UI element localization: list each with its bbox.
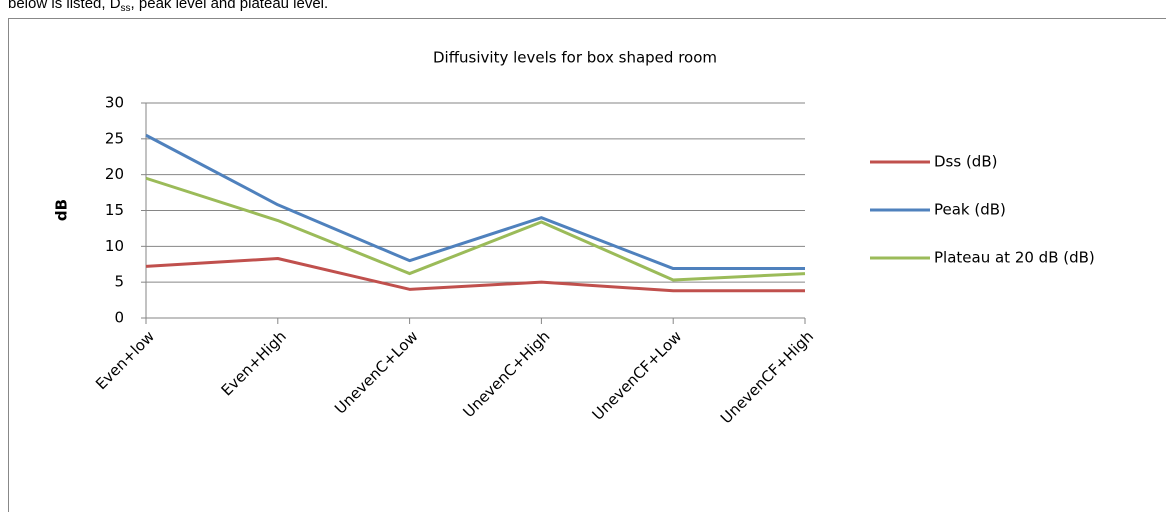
y-tick-label: 10 (105, 237, 124, 255)
legend-label: Dss (dB) (934, 153, 997, 171)
series-line (145, 176, 806, 282)
x-tick-label: UnevenC+High (459, 327, 553, 421)
x-tick-label: UnevenCF+High (717, 327, 817, 427)
x-tick-label: UnevenCF+Low (589, 327, 686, 424)
legend-label: Plateau at 20 dB (dB) (934, 249, 1095, 267)
y-tick-label: 15 (105, 201, 124, 219)
y-axis-label: dB (53, 199, 71, 221)
chart-frame (8, 18, 1166, 512)
x-tick-label: Even+High (218, 327, 290, 399)
series-line (145, 257, 805, 293)
intro-text: below is listed, Dss, peak level and pla… (8, 0, 328, 14)
series-line (145, 133, 805, 271)
y-tick-label: 30 (105, 94, 124, 112)
y-tick-label: 20 (105, 165, 124, 183)
y-tick-label: 5 (114, 273, 124, 291)
y-tick-label: 25 (105, 129, 124, 147)
chart-title: Diffusivity levels for box shaped room (433, 49, 717, 67)
y-tick-label: 0 (114, 309, 124, 327)
legend-label: Peak (dB) (934, 201, 1006, 219)
x-tick-label: UnevenC+Low (331, 327, 421, 417)
x-tick-label: Even+low (92, 327, 158, 393)
